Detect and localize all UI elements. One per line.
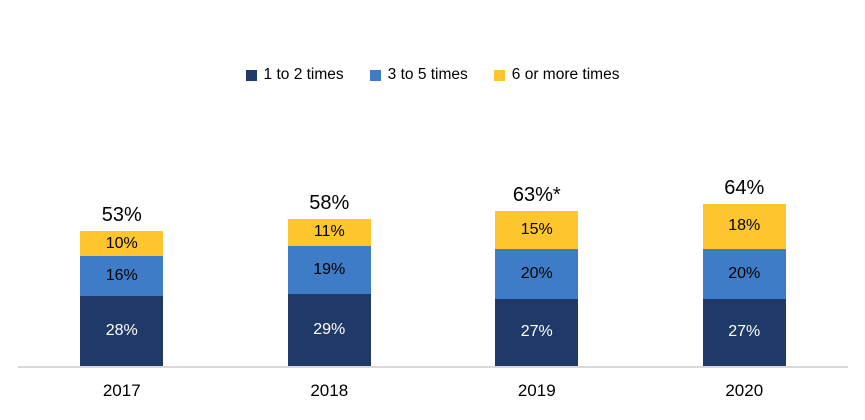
segment-value-label: 27% (728, 323, 761, 341)
legend-marker-icon (245, 69, 257, 81)
x-axis-label: 2019 (517, 381, 556, 400)
x-axis-labels: 2017 2018 2019 2020 (18, 368, 848, 401)
segment-value-label: 10% (105, 234, 138, 252)
stacked-bar: 28% 16% 10% (80, 231, 164, 366)
segment-value-label: 20% (520, 264, 553, 282)
plot-area: 53% 28% 16% 10% 58% 29% 19% 11% 63%* 27% 20% 15% 64%… (18, 86, 848, 368)
segment-value-label: 27% (520, 323, 553, 341)
bar-column-2018: 58% 29% 19% 11% (226, 191, 434, 366)
total-label: 64% (724, 176, 765, 199)
stacked-bar: 29% 19% 11% (287, 218, 371, 366)
bar-segment: 16% (80, 256, 164, 296)
bar-segment: 27% (702, 298, 786, 366)
bar-segment: 20% (495, 248, 579, 299)
legend-item-1: 1 to 2 times (245, 66, 344, 84)
bar-segment: 27% (495, 298, 579, 366)
total-label: 53% (101, 204, 142, 226)
bar-column-2017: 53% 28% 16% 10% (18, 204, 226, 366)
bar-segment: 20% (702, 248, 786, 299)
legend-item-3: 6 or more times (493, 66, 620, 84)
segment-value-label: 29% (313, 320, 346, 338)
legend-marker-icon (493, 69, 505, 81)
x-axis-label: 2018 (310, 381, 349, 400)
legend-label: 1 to 2 times (263, 66, 344, 83)
bar-segment: 28% (80, 296, 164, 366)
stacked-bar-chart: 1 to 2 times 3 to 5 times 6 or more times … (0, 64, 865, 401)
segment-value-label: 28% (105, 322, 138, 339)
bar-column-2019: 63%* 27% 20% 15% (433, 184, 641, 366)
segment-value-label: 20% (728, 264, 761, 282)
total-label: 58% (309, 191, 350, 214)
total-label: 63%* (512, 184, 561, 206)
bar-segment: 15% (495, 211, 579, 249)
legend-item-2: 3 to 5 times (369, 66, 468, 84)
stacked-bar: 27% 20% 18% (702, 203, 786, 366)
x-axis-label: 2020 (725, 381, 764, 400)
x-axis-label: 2017 (102, 381, 141, 400)
segment-value-label: 19% (313, 260, 346, 278)
legend-label: 3 to 5 times (387, 66, 468, 83)
bar-segment: 11% (287, 218, 371, 246)
segment-value-label: 15% (520, 220, 553, 238)
chart-legend: 1 to 2 times 3 to 5 times 6 or more times (0, 64, 865, 86)
legend-marker-icon (369, 69, 381, 81)
segment-value-label: 16% (105, 267, 138, 284)
bar-segment: 18% (702, 203, 786, 249)
bar-segment: 10% (80, 231, 164, 256)
legend-label: 6 or more times (511, 66, 620, 83)
bar-segment: 29% (287, 293, 371, 366)
segment-value-label: 18% (728, 217, 761, 234)
bar-segment: 19% (287, 246, 371, 294)
stacked-bar: 27% 20% 15% (495, 211, 579, 366)
segment-value-label: 11% (313, 223, 345, 241)
bar-column-2020: 64% 27% 20% 18% (641, 176, 849, 366)
